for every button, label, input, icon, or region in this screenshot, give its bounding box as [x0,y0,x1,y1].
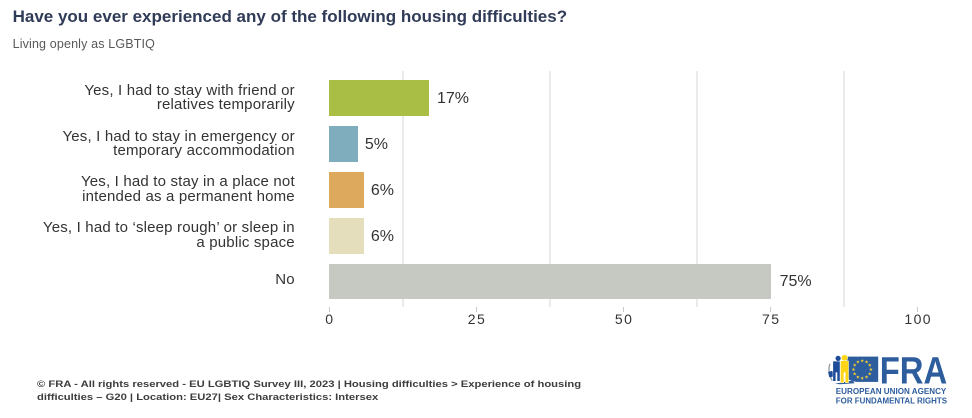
svg-text:FOR FUNDAMENTAL RIGHTS: FOR FUNDAMENTAL RIGHTS [836,396,947,406]
svg-text:FRA: FRA [880,351,948,392]
svg-text:EUROPEAN UNION AGENCY: EUROPEAN UNION AGENCY [836,386,947,396]
